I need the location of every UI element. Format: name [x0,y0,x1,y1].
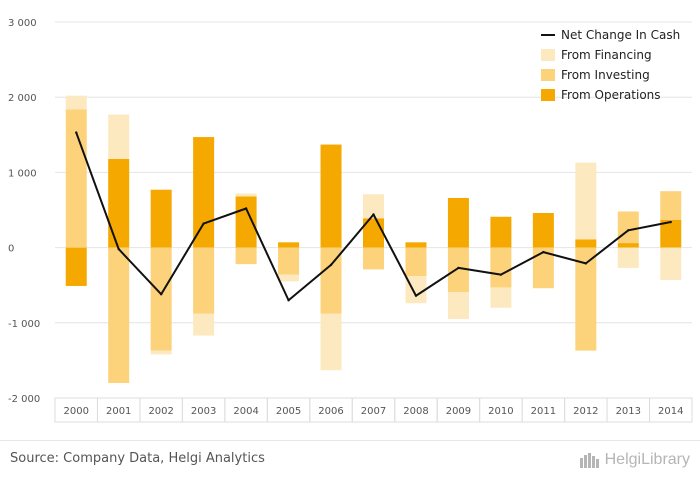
bar-from-investing-2007 [363,247,384,270]
bar-from-operations-2014 [660,219,682,248]
y-tick-label: 2 000 [8,93,37,104]
bar-from-investing-2006 [320,247,342,314]
bar-from-operations-2005 [278,242,300,248]
x-tick-label: 2001 [106,406,131,417]
bar-from-operations-2009 [447,197,469,248]
legend-label-net-change-in-cash: Net Change In Cash [561,28,680,42]
bar-from-operations-2013 [617,243,639,248]
bar-from-operations-2002 [150,189,172,248]
net-change-point-2004 [244,207,248,210]
library-icon [579,453,599,468]
net-change-point-2003 [202,222,205,225]
x-tick-label: 2010 [488,406,513,417]
cash-flow-chart: 2000 2001 2002 2003 2004 2005 2006 2007 2008 2009… [8,18,693,423]
bar-from-operations-2008 [405,242,427,248]
x-tick-label: 2002 [148,406,173,417]
bar-from-operations-2004 [235,196,257,248]
x-tick-label: 2005 [276,406,301,417]
net-change-point-2001 [117,247,120,251]
x-category-cell [649,397,693,423]
bar-from-investing-2002 [150,247,172,351]
bar-from-financing-2002 [150,350,172,355]
y-tick-label: 3 000 [8,18,37,29]
bar-from-financing-2013 [617,247,639,268]
helgi-library-logo: HelgiLibrary [579,449,690,471]
bar-from-investing-2001 [108,247,130,383]
y-tick-label: -2 000 [8,394,40,405]
bar-from-investing-2000 [65,109,87,248]
bar-from-investing-2014 [660,191,682,220]
bar-from-financing-2004 [235,193,257,197]
y-axis: 3 000 2 000 1 000 0 -1 000 -2 000 [8,18,40,405]
net-change-point-2000 [75,131,78,134]
x-tick-label: 2004 [233,406,258,417]
bar-from-investing-2011 [532,247,554,289]
legend-label-from-investing: From Investing [561,68,650,82]
bar-from-financing-2014 [660,247,682,280]
net-change-point-2006 [329,263,333,267]
x-tick-label: 2003 [191,406,216,417]
net-change-line [75,131,672,302]
bar-from-investing-2009 [447,247,469,292]
bar-from-financing-2003 [193,313,215,336]
net-change-point-2005 [287,299,290,302]
net-change-point-2011 [542,250,545,254]
net-change-point-2012 [584,262,588,265]
bar-from-financing-2007 [363,194,384,219]
bar-from-operations-2001 [108,158,130,248]
bar-from-financing-2010 [490,287,512,308]
bar-from-investing-2005 [278,247,300,275]
bar-from-financing-2012 [575,162,597,240]
legend-swatch-from-investing [541,69,555,81]
bar-from-financing-2008 [405,276,427,304]
bar-from-investing-2004 [235,247,257,265]
bar-from-financing-2009 [447,291,469,320]
bar-from-investing-2012 [575,247,597,351]
x-tick-label: 2009 [446,406,471,417]
x-tick-label: 2014 [658,406,683,417]
net-change-point-2007 [372,213,375,216]
net-change-point-2002 [159,293,163,296]
bar-from-operations-2006 [320,144,342,248]
bar-from-operations-2012 [575,239,597,248]
x-tick-label: 2008 [403,406,428,417]
x-tick-label: 2011 [531,406,556,417]
bar-from-financing-2006 [320,313,342,371]
bar-from-investing-2008 [405,247,427,277]
net-change-point-2009 [457,266,460,270]
legend-label-from-operations: From Operations [561,88,661,102]
x-tick-label: 2013 [616,406,641,417]
bar-from-investing-2010 [490,247,512,288]
x-axis: 2000 2001 2002 2003 2004 2005 2006 2007 2008 2009… [54,397,693,423]
bar-from-investing-2013 [617,211,639,244]
bar-from-financing-2001 [108,114,130,159]
bar-from-financing-2005 [278,274,300,282]
logo-text: HelgiLibrary [604,451,690,468]
bar-from-investing-2003 [193,247,215,314]
net-change-point-2013 [627,229,630,232]
legend-label-from-financing: From Financing [561,48,652,62]
legend: Net Change In Cash From Financing From Inv… [541,28,680,102]
x-tick-label: 2012 [573,406,598,417]
legend-swatch-from-operations [541,89,555,101]
y-tick-label: -1 000 [8,319,40,330]
bar-from-operations-2003 [193,137,215,248]
bars [65,95,682,383]
source-note: Source: Company Data, Helgi Analytics [10,451,265,466]
x-tick-label: 2000 [64,406,89,417]
x-tick-label: 2007 [361,406,386,417]
net-change-point-2014 [669,220,672,224]
footer: Source: Company Data, Helgi Analytics He… [0,440,700,484]
net-change-point-2010 [499,273,503,276]
bar-from-operations-2010 [490,216,512,248]
bar-from-operations-2011 [532,213,554,248]
y-tick-label: 1 000 [8,168,37,179]
bar-from-financing-2000 [65,95,87,110]
legend-swatch-from-financing [541,49,555,61]
x-tick-label: 2006 [318,406,343,417]
net-change-point-2008 [414,294,418,297]
bar-from-operations-2000 [65,247,87,286]
y-tick-label: 0 [8,244,14,255]
